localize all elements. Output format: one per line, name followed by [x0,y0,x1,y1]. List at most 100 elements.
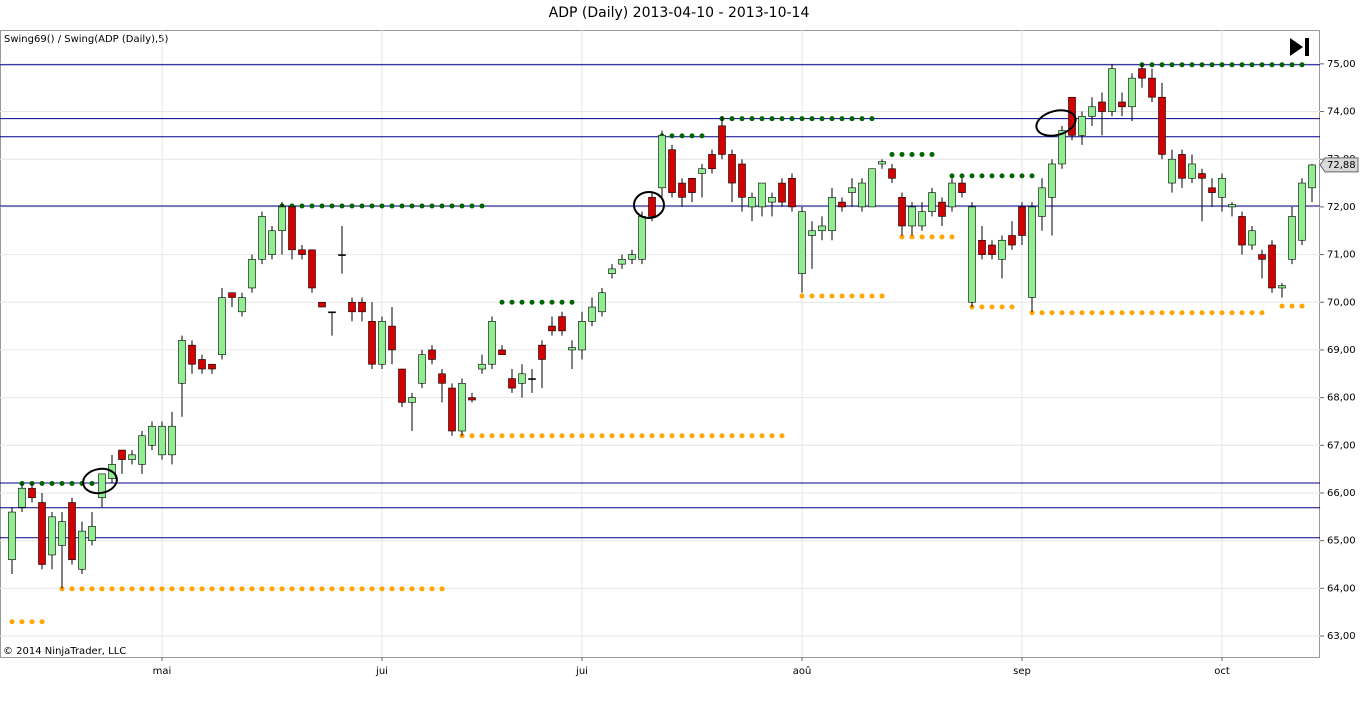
candle-body [258,216,266,260]
annotation-circle [1035,109,1077,137]
candle-body [1268,244,1276,289]
candle-body [778,182,786,203]
candle-body [1158,96,1166,155]
end-bar-icon[interactable] [1305,38,1309,56]
candle-body [768,197,776,203]
candle-body [398,368,406,403]
candle-body [1108,68,1116,112]
plot-frame [0,30,1320,658]
candle-body [78,530,86,570]
candle-body [58,521,66,546]
candle-body [948,182,956,208]
candle-body [528,378,536,380]
last-price-tag [1319,157,1359,173]
candle-body [338,254,346,256]
candle-body [678,182,686,198]
candle-body [558,316,566,332]
candle-body [798,211,806,274]
candle-body [1218,177,1226,198]
candle-body [458,383,466,432]
candle-body [548,325,556,332]
candle-body [278,206,286,232]
candle-body [1128,77,1136,108]
x-tick-label: jui [375,666,388,677]
candle-body [48,516,56,556]
candle-body [228,292,236,298]
candle-body [788,177,796,208]
candle-body [138,435,146,465]
hand-drawn-annotations [82,109,1077,495]
candle-body [328,311,336,314]
annotation-circle [633,191,665,219]
y-tick-label: 64,00 [1327,583,1356,594]
candle-body [598,292,606,313]
candle-body [318,301,326,308]
x-tick-label: mai [153,666,172,677]
candle-body [878,161,886,165]
candle-body [1238,216,1246,246]
candle-body [848,187,856,193]
candle-body [118,449,126,460]
candle-body [1008,235,1016,246]
candle-body [358,301,366,313]
candle-body [468,397,476,401]
candle-body [518,373,526,384]
candle-body [1288,216,1296,260]
candle-body [608,268,616,274]
candle-body [1228,204,1236,208]
candle-body [348,301,356,313]
candle-body [438,373,446,384]
candle-body [248,259,256,289]
play-icon[interactable] [1290,38,1303,56]
candle-body [498,349,506,356]
x-tick-label: jui [575,666,588,677]
candle-body [888,168,896,179]
candle-body [968,206,976,303]
candle-body [628,254,636,260]
candle-body [148,425,156,446]
y-tick-label: 63,00 [1327,631,1356,642]
candle-body [1098,101,1106,112]
y-tick-label: 74,00 [1327,107,1356,118]
candle-body [1048,163,1056,198]
candle-body [1308,164,1316,189]
candle-body [1058,130,1066,165]
candle-body [958,182,966,193]
candle-body [1258,254,1266,260]
candle-body [88,526,96,541]
candle-body [128,454,136,460]
candle-body [1208,187,1216,193]
candle-body [68,502,76,561]
candle-body [868,168,876,208]
candle-body [408,397,416,403]
scroll-end-button[interactable] [1290,38,1309,56]
candle-body [828,197,836,232]
y-tick-label: 71,00 [1327,250,1356,261]
candle-body [1088,106,1096,117]
candle-body [1018,206,1026,236]
candle-body [1168,158,1176,184]
candle-body [988,244,996,255]
candle-body [818,225,826,232]
candle-body [368,321,376,365]
candle-body [808,230,816,236]
candle-body [1248,230,1256,246]
candle-body [8,511,16,561]
candle-body [1028,206,1036,298]
candle-body [198,359,206,370]
candle-body [1148,77,1156,98]
candle-body [858,182,866,208]
candle-body [738,163,746,198]
candle-body [918,211,926,227]
candle-body [668,149,676,193]
annotation-circle [82,467,118,495]
candle-body [478,363,486,370]
candle-body [618,259,626,265]
y-tick-label: 75,00 [1327,59,1356,70]
y-tick-label: 69,00 [1327,345,1356,356]
candle-body [28,487,36,499]
candle-body [378,321,386,365]
candle-body [648,197,656,217]
